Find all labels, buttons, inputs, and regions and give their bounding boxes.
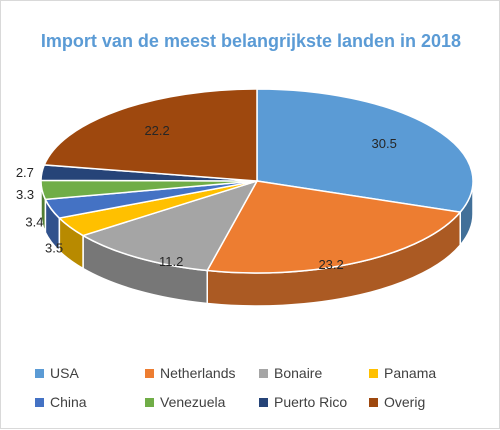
legend-swatch xyxy=(35,397,44,407)
legend-label: Venezuela xyxy=(160,394,226,410)
legend-label: Puerto Rico xyxy=(274,394,348,410)
legend-item-puerto-rico: Puerto Rico xyxy=(259,394,347,410)
legend-label: Bonaire xyxy=(274,365,323,381)
pie-label-layer: 30.5 23.2 11.2 3.53.4 3.3 2.7 22.2 xyxy=(16,123,397,272)
legend-swatch xyxy=(145,368,154,378)
pie-top-layer xyxy=(40,88,474,274)
data-label-overig: 22.2 xyxy=(144,123,169,138)
legend-item-panama: Panama xyxy=(369,365,436,381)
legend-label: Panama xyxy=(384,365,437,381)
pie-side-layer xyxy=(40,180,474,307)
legend-label: Overig xyxy=(384,394,426,410)
data-label-bonaire: 11.2 xyxy=(159,254,183,269)
data-label-panama: 3.5 xyxy=(45,241,63,256)
legend-item-bonaire: Bonaire xyxy=(259,365,322,381)
legend-swatch xyxy=(369,368,378,378)
legend-swatch xyxy=(369,397,378,407)
legend-swatch xyxy=(259,397,268,407)
legend-item-venezuela: Venezuela xyxy=(145,394,225,410)
pie-slice-netherlands xyxy=(206,180,462,274)
legend-label: China xyxy=(50,394,87,410)
chart-title: Import van de meest belangrijkste landen… xyxy=(40,31,462,51)
legend-item-netherlands: Netherlands xyxy=(145,365,236,381)
data-label-puerto-rico: 2.7 xyxy=(16,165,34,180)
legend-label: Netherlands xyxy=(160,365,236,381)
legend-swatch xyxy=(145,397,154,407)
pie-slice-overig xyxy=(43,88,258,182)
legend-label: USA xyxy=(50,365,79,381)
legend-swatch xyxy=(35,368,44,378)
legend-item-china: China xyxy=(35,394,87,410)
pie-slice-usa xyxy=(256,88,474,213)
data-label-china: 3.4 xyxy=(25,214,43,229)
data-label-netherlands: 23.2 xyxy=(318,257,343,272)
legend-item-usa: USA xyxy=(35,365,79,381)
pie-slice-bonaire xyxy=(81,179,259,272)
data-label-usa: 30.5 xyxy=(372,136,397,151)
data-label-venezuela: 3.3 xyxy=(16,187,34,202)
legend-swatch xyxy=(259,368,268,378)
legend-item-overig: Overig xyxy=(369,394,425,410)
